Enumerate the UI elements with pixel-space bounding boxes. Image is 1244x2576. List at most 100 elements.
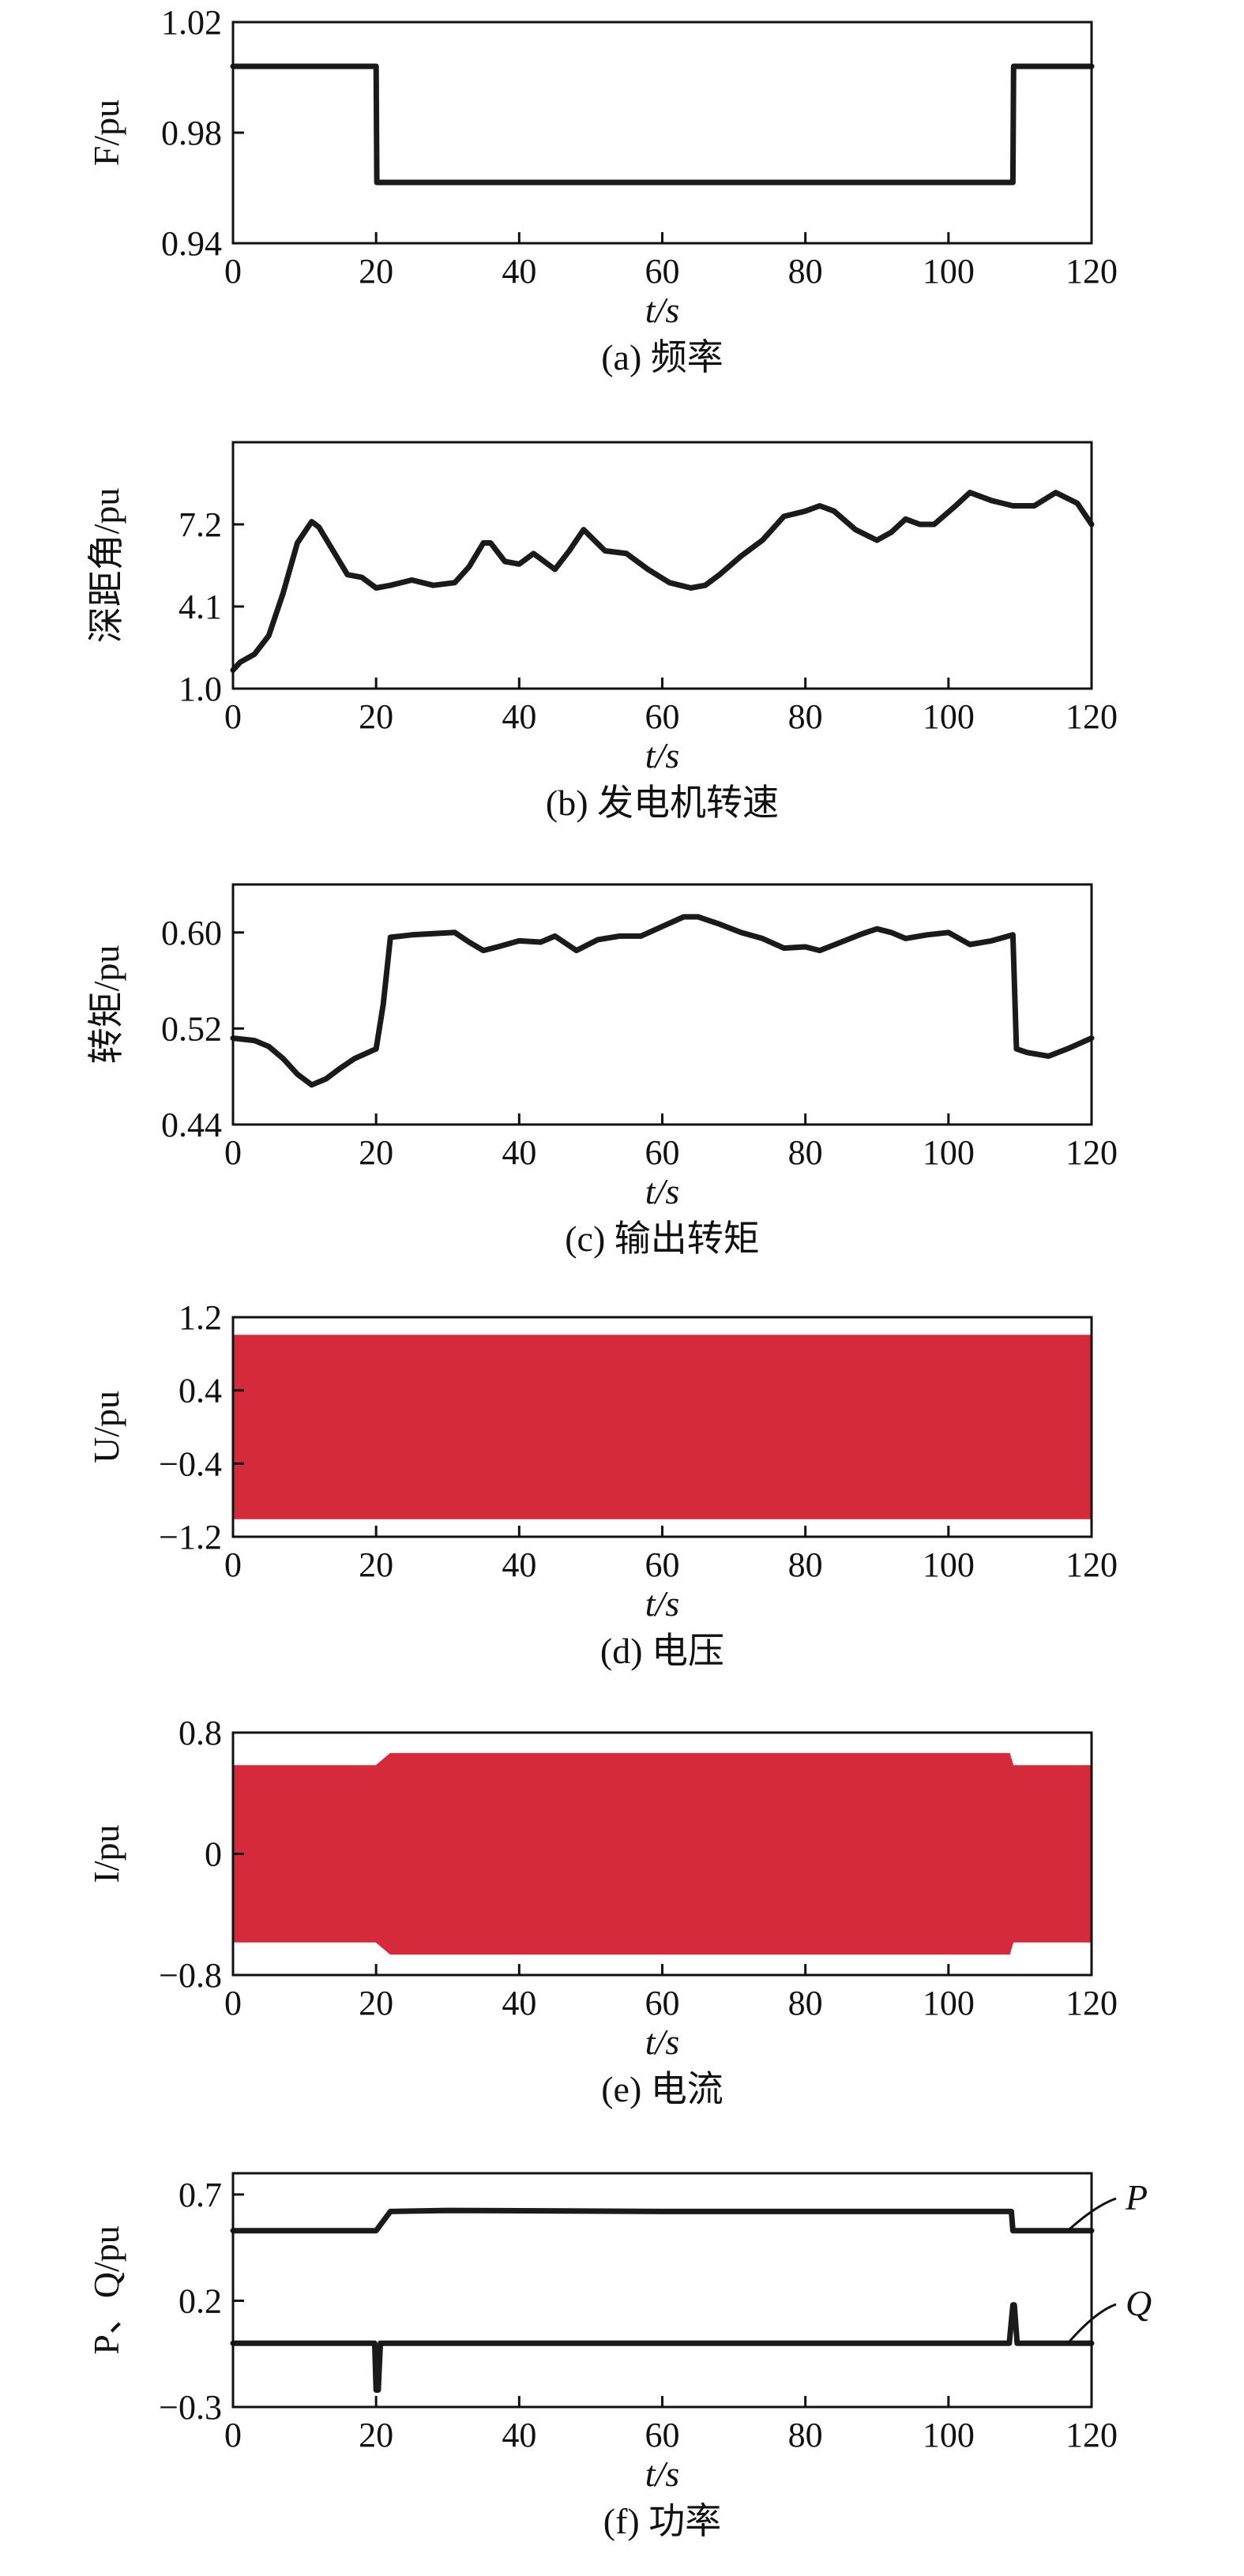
x-tick-label-c-5: 100 [923, 1133, 975, 1172]
series-band-e-0 [232, 1752, 1092, 1955]
series-line-f-Q [230, 2302, 1095, 2393]
x-tick-label-c-1: 20 [359, 1133, 393, 1172]
x-tick-label-d-4: 80 [788, 1545, 823, 1584]
x-tick-label-a-0: 0 [224, 252, 242, 291]
y-tick-label-d-0: −1.2 [159, 1518, 222, 1556]
y-tick-label-c-1: 0.52 [161, 1009, 222, 1048]
chart-panel-d: 0 20 40 60 80 100 120 −1.2 −0.4 0.4 1.2 t/s U/pu (d) … [86, 1298, 1118, 1671]
x-tick-label-d-5: 100 [923, 1545, 975, 1584]
y-tick-label-e-1: 0 [205, 1835, 222, 1874]
x-tick-label-b-2: 40 [502, 697, 536, 736]
series-band-d-0 [232, 1335, 1092, 1519]
x-tick-label-b-5: 100 [923, 697, 975, 736]
y-tick-label-f-0: −0.3 [159, 2388, 222, 2427]
x-tick-label-b-1: 20 [359, 697, 393, 736]
y-tick-label-e-2: 0.8 [179, 1714, 222, 1752]
caption-e: (e) 电流 [601, 2069, 723, 2109]
x-tick-label-a-5: 100 [923, 252, 975, 291]
x-tick-label-d-3: 60 [645, 1545, 680, 1584]
x-tick-label-f-5: 100 [923, 2416, 975, 2454]
x-tick-label-a-2: 40 [502, 252, 536, 291]
x-tick-label-b-3: 60 [645, 697, 680, 736]
y-tick-label-d-2: 0.4 [179, 1372, 222, 1410]
x-tick-label-a-4: 80 [788, 252, 823, 291]
y-tick-label-c-0: 0.44 [161, 1106, 222, 1144]
x-tick-label-c-2: 40 [502, 1133, 536, 1172]
x-tick-label-d-0: 0 [224, 1545, 242, 1584]
y-axis-label-b: 深距角/pu [86, 488, 126, 644]
x-tick-label-f-4: 80 [788, 2416, 823, 2454]
plot-frame-f [231, 2172, 1093, 2409]
x-tick-label-c-3: 60 [645, 1133, 680, 1172]
y-tick-label-c-2: 0.60 [161, 914, 222, 952]
chart-panel-e: 0 20 40 60 80 100 120−0.800.8t/sI/pu(e) 电流 [86, 1714, 1118, 2109]
y-tick-label-a-1: 0.98 [161, 114, 222, 152]
x-tick-label-c-4: 80 [788, 1133, 823, 1172]
plot-frame-c [231, 883, 1093, 1126]
x-tick-label-f-6: 120 [1065, 2416, 1118, 2454]
x-tick-label-a-1: 20 [359, 252, 393, 291]
y-tick-label-b-0: 1.0 [179, 670, 222, 708]
x-tick-label-c-6: 120 [1065, 1133, 1118, 1172]
y-tick-label-f-2: 0.7 [179, 2176, 222, 2214]
y-tick-label-a-0: 0.94 [161, 224, 222, 263]
x-axis-label-f: t/s [645, 2454, 679, 2494]
x-tick-label-f-1: 20 [359, 2416, 393, 2454]
y-tick-label-b-1: 4.1 [179, 588, 222, 626]
x-tick-label-f-0: 0 [224, 2416, 242, 2454]
series-label-P: P [1125, 2177, 1148, 2217]
x-axis-label-e: t/s [645, 2022, 679, 2062]
x-tick-label-a-6: 120 [1065, 252, 1118, 291]
y-tick-label-a-2: 1.02 [161, 3, 222, 42]
x-tick-label-b-4: 80 [788, 697, 823, 736]
x-tick-label-f-2: 40 [502, 2416, 536, 2454]
x-tick-label-a-3: 60 [645, 252, 680, 291]
y-axis-label-e: I/pu [86, 1824, 126, 1883]
leader-line-P [1066, 2197, 1117, 2232]
x-tick-label-e-4: 80 [788, 1984, 823, 2022]
series-line-a-0 [230, 63, 1095, 186]
plot-frame-b [231, 441, 1093, 690]
chart-panel-c: 0 20 40 60 80 100 120 0.44 0.52 0.60 t/s 转矩/pu (c) 输… [86, 883, 1118, 1259]
x-tick-label-f-3: 60 [645, 2416, 680, 2454]
y-tick-label-d-1: −0.4 [159, 1444, 222, 1483]
x-tick-label-e-3: 60 [645, 1984, 680, 2022]
y-axis-label-a: F/pu [86, 100, 126, 166]
x-axis-label-a: t/s [645, 290, 679, 330]
x-tick-label-b-6: 120 [1065, 697, 1118, 736]
caption-b: (b) 发电机转速 [546, 783, 779, 823]
x-tick-label-d-1: 20 [359, 1545, 393, 1584]
series-line-f-P [230, 2207, 1095, 2234]
x-tick-label-d-2: 40 [502, 1545, 536, 1584]
x-tick-label-e-2: 40 [502, 1984, 536, 2022]
y-tick-label-b-2: 7.2 [179, 505, 222, 544]
y-axis-label-f: P、Q/pu [86, 2225, 126, 2355]
x-axis-label-d: t/s [645, 1583, 679, 1624]
x-tick-label-e-6: 120 [1065, 1984, 1118, 2022]
caption-c: (c) 输出转矩 [565, 1219, 760, 1259]
x-tick-label-e-5: 100 [923, 1984, 975, 2022]
caption-d: (d) 电压 [600, 1631, 724, 1671]
x-tick-label-d-6: 120 [1065, 1545, 1118, 1584]
x-tick-label-e-1: 20 [359, 1984, 393, 2022]
y-axis-label-d: U/pu [86, 1391, 126, 1463]
plot-frame-a [231, 21, 1093, 245]
series-label-Q: Q [1126, 2283, 1152, 2323]
series-line-c-0 [230, 914, 1095, 1088]
x-tick-label-c-0: 0 [224, 1133, 242, 1172]
y-tick-label-e-0: −0.8 [159, 1956, 222, 1995]
chart-panel-a: 0 20 40 60 80 100 120 0.94 0.98 1.02 t/s F/pu (a) 频率 [86, 3, 1118, 377]
x-tick-label-e-0: 0 [224, 1984, 242, 2022]
y-tick-label-d-3: 1.2 [179, 1298, 222, 1337]
series-line-b-0 [230, 490, 1095, 673]
x-axis-label-c: t/s [645, 1171, 679, 1211]
caption-a: (a) 频率 [601, 337, 723, 377]
leader-line-Q [1066, 2303, 1117, 2345]
y-axis-label-c: 转矩/pu [86, 945, 126, 1065]
chart-panel-f: 0 20 40 60 80 100 120 −0.3 0.2 0.7 t/s P、Q/pu (f) 功率… [86, 2172, 1152, 2541]
caption-f: (f) 功率 [603, 2501, 721, 2541]
y-tick-label-f-1: 0.2 [179, 2281, 222, 2320]
x-tick-label-b-0: 0 [224, 697, 242, 736]
chart-panel-b: 0 20 40 60 80 100 120 1.0 4.1 7.2 t/s 深距角/pu (b) 发电机… [86, 441, 1118, 823]
